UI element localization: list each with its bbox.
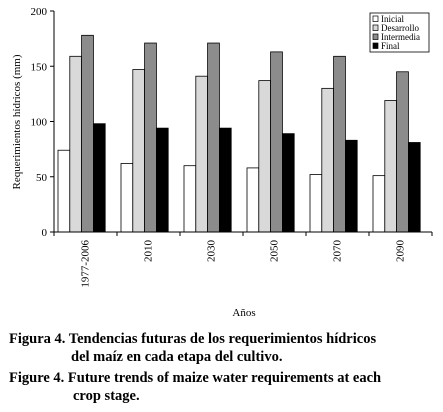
y-axis-title: Requerimientos hídricos (mm) bbox=[11, 54, 23, 189]
legend-swatch-intermedia bbox=[372, 33, 379, 40]
bar-intermedia-2010 bbox=[144, 42, 157, 233]
x-tick-label: 2090 bbox=[395, 240, 407, 263]
bar-intermedia-2090 bbox=[396, 71, 409, 233]
y-tick-label: 150 bbox=[31, 61, 48, 73]
legend-swatch-final bbox=[372, 42, 379, 49]
caption-en-line2: crop stage. bbox=[73, 388, 140, 404]
bar-inicial-2070 bbox=[309, 174, 323, 233]
x-tick-label: 1977-2006 bbox=[80, 240, 92, 288]
bar-inicial-2010 bbox=[120, 163, 134, 233]
y-tick-label: 100 bbox=[31, 117, 48, 129]
bar-desarrollo-2070 bbox=[321, 87, 334, 233]
y-tick-label: 0 bbox=[42, 227, 48, 239]
x-tick-label: 2050 bbox=[269, 240, 281, 263]
caption-es-line1: Figura 4. Tendencias futuras de los requ… bbox=[9, 331, 377, 347]
legend-swatch-inicial bbox=[372, 15, 379, 22]
bar-desarrollo-2010 bbox=[132, 69, 146, 233]
bar-intermedia-2050 bbox=[270, 51, 283, 233]
caption-es-line2: del maíz en cada etapa del cultivo. bbox=[71, 349, 283, 365]
bar-final-2010 bbox=[155, 127, 169, 233]
x-tick-label: 2030 bbox=[206, 240, 218, 263]
caption-en-line1: Figure 4. Future trends of maize water r… bbox=[9, 370, 382, 386]
axes: 0 50 100 150 200 1977-2006 2010 2030 2050 2070 209… bbox=[31, 6, 433, 288]
legend-swatch-desarrollo bbox=[372, 24, 379, 31]
bar-final-2090 bbox=[407, 142, 421, 233]
bar-inicial-2050 bbox=[246, 167, 260, 233]
bar-final-2070 bbox=[344, 139, 358, 233]
bar-inicial-1977-2006 bbox=[57, 149, 71, 233]
bar-final-1977-2006 bbox=[93, 123, 106, 233]
bar-final-2030 bbox=[218, 127, 232, 233]
legend-label-final: Final bbox=[381, 41, 400, 51]
legend-label-intermedia: Intermedia bbox=[381, 32, 420, 42]
bar-inicial-2030 bbox=[183, 165, 197, 233]
figure-caption-english: Figure 4. Future trends of maize water r… bbox=[9, 369, 439, 405]
x-tick-label: 2010 bbox=[143, 240, 155, 263]
bar-intermedia-1977-2006 bbox=[81, 34, 94, 233]
bar-desarrollo-1977-2006 bbox=[69, 55, 83, 233]
bar-intermedia-2070 bbox=[333, 55, 346, 233]
bar-intermedia-2030 bbox=[207, 42, 220, 233]
bar-desarrollo-2050 bbox=[258, 80, 271, 233]
bar-inicial-2090 bbox=[372, 175, 386, 233]
bar-final-2050 bbox=[281, 133, 295, 233]
legend-label-inicial: Inicial bbox=[381, 14, 404, 24]
x-axis-title: Años bbox=[232, 307, 255, 319]
legend-box bbox=[369, 12, 430, 53]
y-tick-label: 200 bbox=[31, 6, 48, 18]
bar-desarrollo-2090 bbox=[384, 100, 397, 233]
bar-desarrollo-2030 bbox=[195, 75, 209, 233]
legend-label-desarrollo: Desarrollo bbox=[381, 23, 419, 33]
figure-caption-spanish: Figura 4. Tendencias futuras de los requ… bbox=[9, 330, 439, 366]
bar-chart: 0 50 100 150 200 1977-2006 2010 2030 2050 2070 209… bbox=[11, 6, 433, 319]
x-tick-label: 2070 bbox=[332, 240, 344, 263]
y-tick-label: 50 bbox=[36, 172, 48, 184]
bars bbox=[57, 34, 421, 233]
